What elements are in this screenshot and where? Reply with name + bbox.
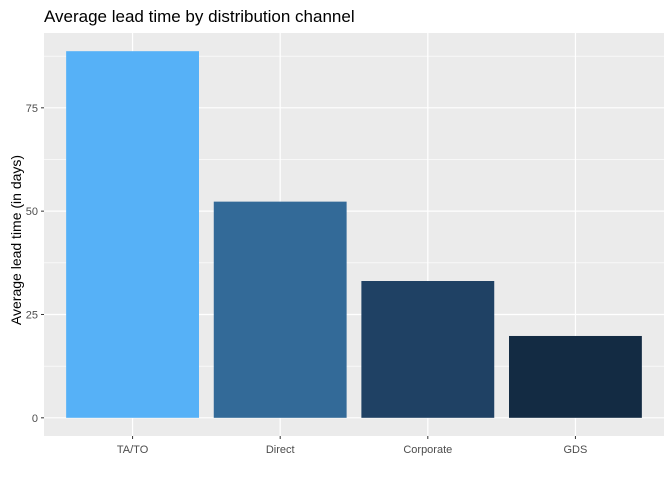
bar-direct (213, 201, 347, 418)
bar-gds (509, 335, 642, 418)
bar-corporate (361, 281, 495, 418)
bars (66, 51, 642, 418)
bar-ta-to (66, 51, 200, 418)
y-tick-label: 25 (26, 309, 38, 321)
chart-title: Average lead time by distribution channe… (44, 7, 355, 26)
x-tick-label: Direct (266, 444, 295, 456)
y-axis-title: Average lead time (in days) (8, 155, 24, 325)
y-axis: 0 25 50 75 (26, 103, 44, 425)
y-tick-label: 0 (32, 413, 38, 425)
x-tick-label: GDS (564, 444, 588, 456)
x-tick-label: TA/TO (117, 444, 149, 456)
x-tick-label: Corporate (403, 444, 452, 456)
y-tick-label: 75 (26, 103, 38, 115)
y-tick-label: 50 (26, 206, 38, 218)
x-axis: TA/TO Direct Corporate GDS (117, 436, 587, 456)
